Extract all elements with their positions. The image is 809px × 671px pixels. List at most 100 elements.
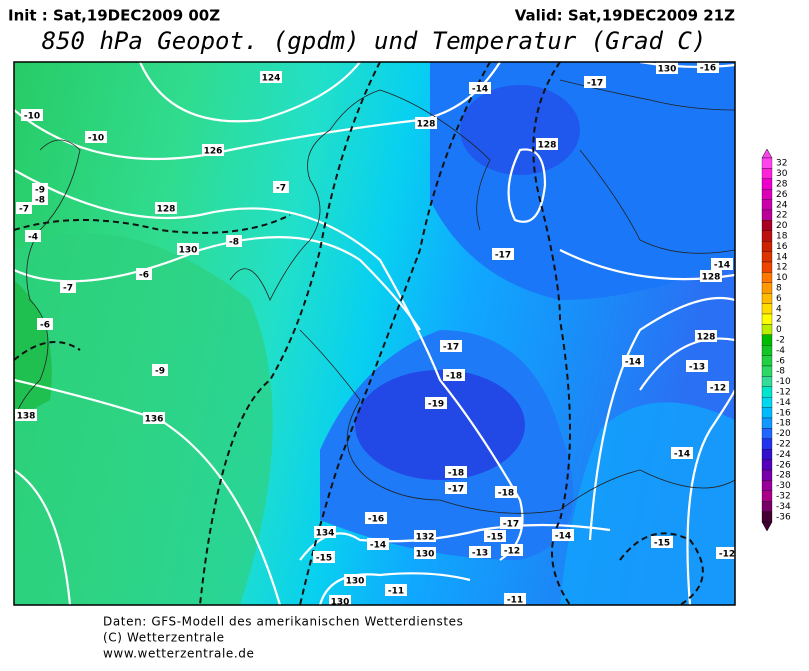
colorbar-swatch	[761, 293, 773, 304]
colorbar-label: 30	[776, 169, 788, 179]
temperature-label: -4	[28, 233, 38, 243]
temperature-label-box	[32, 183, 48, 195]
colorbar-label: -34	[776, 502, 791, 512]
colorbar-swatch	[761, 407, 773, 419]
colorbar-label: 2	[776, 315, 782, 325]
temperature-label-box	[711, 258, 733, 270]
temperature-label-box	[367, 538, 389, 550]
geopotential-label-box	[414, 530, 436, 542]
colorbar-swatch	[761, 303, 773, 315]
temperature-label-box	[443, 369, 465, 381]
colorbar-label: 16	[776, 242, 788, 252]
temperature-label-box	[37, 318, 53, 330]
geopotential-label: 130	[331, 598, 350, 608]
colorbar-label: 6	[776, 294, 782, 304]
temperature-label: -15	[316, 554, 332, 564]
colorbar-swatch	[761, 220, 773, 231]
geopotential-label-box	[695, 330, 717, 342]
temperature-label: -13	[689, 363, 705, 373]
temperature-label: -18	[448, 469, 464, 479]
colorbar-label: -18	[776, 419, 791, 429]
geopotential-label-box	[177, 243, 199, 255]
temperature-label: -6	[139, 271, 149, 281]
temperature-label-box	[32, 193, 48, 205]
temperature-label-box	[313, 551, 335, 563]
colorbar-swatch	[761, 365, 773, 377]
temperature-label: -17	[587, 79, 603, 89]
colorbar-label: -16	[776, 408, 791, 418]
geopotential-label: 130	[346, 577, 365, 587]
colorbar-swatch	[761, 490, 773, 502]
temperature-label: -13	[472, 549, 488, 559]
temperature-label: -15	[654, 539, 670, 549]
temperature-label-box	[85, 131, 107, 143]
colorbar-label: -20	[776, 429, 791, 439]
geopotential-label-box	[415, 117, 437, 129]
geopotential-label: 130	[416, 550, 435, 560]
colorbar-label: 22	[776, 211, 787, 221]
colorbar-label: 32	[776, 159, 787, 169]
colorbar-swatch	[761, 345, 773, 356]
geopotential-label-box	[414, 547, 436, 559]
geopotential-label: 136	[145, 415, 164, 425]
temperature-label-box	[226, 235, 242, 247]
colorbar-swatch	[761, 417, 773, 429]
colorbar-swatch	[761, 282, 773, 294]
temperature-label-box	[622, 355, 644, 367]
temperature-label: -9	[155, 367, 165, 377]
colorbar-swatch	[761, 209, 773, 221]
colorbar-swatch	[761, 230, 773, 242]
colorbar-label: -28	[776, 471, 791, 481]
colorbar-swatch	[761, 355, 773, 367]
colorbar-label: -26	[776, 460, 791, 470]
map-area: -17-14-10-10-7-9-8-7-4 -8-6-7-6-9-17-17-1…	[14, 62, 735, 608]
temperature-label: -11	[507, 596, 523, 606]
temperature-label: -14	[714, 261, 730, 271]
colorbar-label: 0	[776, 325, 782, 335]
temperature-label-box	[16, 202, 32, 214]
temperature-label-box	[60, 281, 76, 293]
colorbar-swatch	[761, 199, 773, 211]
geopotential-label: 128	[417, 120, 436, 130]
temperature-label: -18	[446, 372, 462, 382]
temperature-label-box	[484, 530, 506, 542]
temperature-label-box	[500, 517, 522, 529]
colorbar-label: -6	[776, 356, 785, 366]
geopotential-label-box	[143, 412, 165, 424]
colorbar-label: 10	[776, 273, 788, 283]
colorbar-label: -30	[776, 481, 791, 491]
geopotential-label: 130	[658, 65, 677, 75]
temperature-label: -9	[35, 186, 45, 196]
colorbar-label: 4	[776, 304, 782, 314]
colorbar-label: -8	[776, 367, 785, 377]
cold-core	[460, 85, 580, 175]
temperature-label-box	[495, 486, 517, 498]
temperature-label: -12	[504, 547, 520, 557]
cold-core	[355, 370, 525, 480]
temperature-label-box	[707, 381, 729, 393]
colorbar-label: 14	[776, 252, 788, 262]
geopotential-label-box	[656, 62, 678, 74]
colorbar-swatch	[761, 251, 773, 263]
geopotential-label: 128	[538, 141, 557, 151]
temperature-label-box	[504, 593, 526, 605]
temperature-label: -14	[370, 541, 386, 551]
colorbar-label: -14	[776, 398, 791, 408]
colorbar-swatch	[761, 386, 773, 398]
temperature-label: -10	[24, 112, 40, 122]
colorbar-label: 18	[776, 232, 788, 242]
colorbar-label: -4	[776, 346, 785, 356]
colorbar-label: -2	[776, 336, 785, 346]
colorbar-label: 20	[776, 221, 788, 231]
geopotential-contours	[14, 62, 735, 605]
colorbar-label: -24	[776, 450, 791, 460]
temperature-label-box	[584, 76, 606, 88]
temperature-label-box	[440, 340, 462, 352]
temperature-label: -6	[40, 321, 50, 331]
temperature-label: -14	[625, 358, 641, 368]
geopotential-label: 138	[17, 412, 36, 422]
colorbar-swatch	[761, 168, 773, 179]
colorbar-swatch	[761, 261, 773, 273]
temperature-label-box	[365, 512, 387, 524]
